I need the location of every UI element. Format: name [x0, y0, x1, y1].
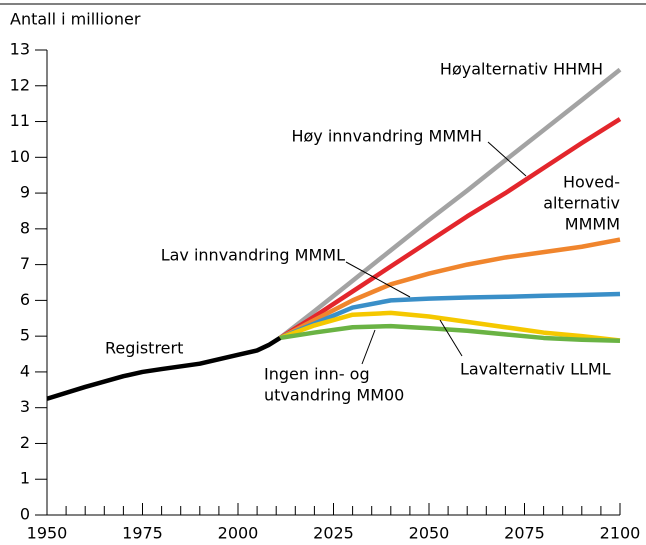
series-label: MMMM: [565, 215, 620, 234]
y-tick-label: 9: [20, 183, 30, 202]
leader-line: [439, 319, 463, 357]
series-line: [279, 310, 621, 343]
series-line: [46, 336, 282, 401]
x-tick-label: 1975: [122, 524, 163, 543]
y-tick-label: 3: [20, 397, 30, 416]
y-tick-label: 4: [20, 361, 30, 380]
x-tick-label: 2000: [218, 524, 259, 543]
y-axis-label: Antall i millioner: [10, 10, 141, 29]
y-tick-label: 1: [20, 469, 30, 488]
series-label: Hoved-: [563, 173, 620, 192]
x-tick-label: 2025: [313, 524, 354, 543]
series-line: [278, 67, 622, 340]
series-line: [278, 117, 622, 340]
x-tick-label: 2050: [409, 524, 450, 543]
y-tick-label: 6: [20, 290, 30, 309]
y-tick-label: 13: [10, 40, 30, 59]
series-label: Høyalternativ HHMH: [440, 60, 603, 79]
leader-line: [487, 141, 527, 177]
series-line: [279, 323, 621, 344]
x-tick-label: 2100: [600, 524, 641, 543]
y-tick-label: 8: [20, 218, 30, 237]
series-label: utvandring MM00: [264, 386, 404, 405]
series-label: Høy innvandring MMMH: [291, 127, 482, 146]
series-label: Ingen inn- og: [264, 365, 370, 384]
series-line: [278, 237, 621, 340]
x-tick-label: 2075: [504, 524, 545, 543]
y-tick-label: 7: [20, 254, 30, 273]
y-tick-label: 5: [20, 326, 30, 345]
leader-line: [361, 329, 376, 365]
y-tick-label: 10: [10, 147, 30, 166]
y-tick-label: 0: [20, 505, 30, 524]
series-label: Lavalternativ LLML: [460, 360, 611, 379]
series-label: Lav innvandring MMML: [161, 246, 345, 265]
series-label: alternativ: [543, 194, 620, 213]
series-label: Registrert: [105, 339, 183, 358]
series-line: [279, 291, 621, 341]
y-tick-label: 11: [10, 111, 30, 130]
y-tick-label: 2: [20, 433, 30, 452]
x-tick-label: 1950: [27, 524, 68, 543]
leader-line: [345, 261, 411, 298]
y-tick-label: 12: [10, 75, 30, 94]
